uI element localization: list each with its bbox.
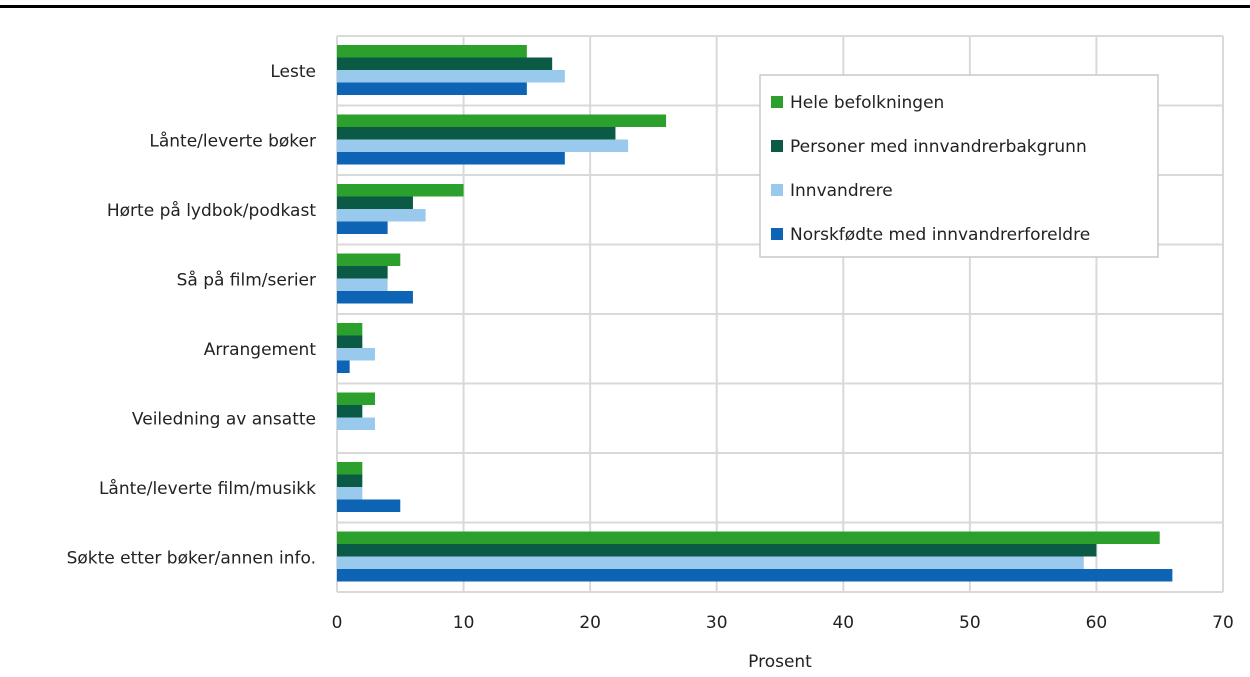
x-tick-label: 60 — [1086, 613, 1108, 633]
category-label: Leste — [270, 62, 316, 82]
x-tick-label: 30 — [706, 613, 728, 633]
bar — [337, 184, 464, 197]
bar — [337, 196, 413, 209]
bar — [337, 139, 629, 152]
legend-label: Personer med innvandrerbakgrunn — [790, 137, 1087, 157]
bar — [337, 57, 553, 70]
category-label: Søkte etter bøker/annen info. — [67, 548, 316, 568]
bar — [337, 417, 375, 430]
legend-swatch — [771, 96, 783, 108]
bar — [337, 474, 363, 487]
bar — [337, 360, 350, 373]
bar — [337, 544, 1097, 557]
bar — [337, 253, 401, 266]
legend-swatch — [771, 140, 783, 152]
bar — [337, 82, 527, 95]
bar — [337, 392, 375, 405]
x-tick-label: 70 — [1212, 613, 1234, 633]
bar — [337, 462, 363, 475]
bar — [337, 209, 426, 222]
legend-label: Hele befolkningen — [790, 93, 944, 113]
category-label: Lånte/leverte film/musikk — [99, 478, 316, 499]
bar — [337, 531, 1160, 544]
legend-swatch — [771, 184, 783, 196]
legend-swatch — [771, 228, 783, 240]
bar — [337, 487, 363, 500]
bar — [337, 569, 1173, 582]
bar — [337, 348, 375, 361]
category-label: Så på film/serier — [177, 269, 316, 290]
legend: Hele befolkningen Personer med innvandrer… — [759, 74, 1159, 258]
bar — [337, 114, 667, 127]
legend-label: Innvandrere — [790, 181, 893, 201]
bar — [337, 335, 363, 348]
x-tick-label: 0 — [332, 613, 343, 633]
bar — [337, 266, 388, 279]
category-label: Arrangement — [204, 340, 317, 360]
bar — [337, 278, 388, 291]
x-tick-label: 10 — [453, 613, 475, 633]
bar — [337, 127, 616, 140]
category-label: Hørte på lydbok/podkast — [107, 200, 316, 221]
top-rule — [0, 0, 1250, 8]
legend-box — [759, 74, 1159, 258]
bar — [337, 70, 565, 83]
bars — [337, 45, 1173, 582]
category-label: Veiledning av ansatte — [132, 409, 316, 429]
bar — [337, 221, 388, 234]
category-labels: Leste Lånte/leverte bøker Hørte på lydbok/… — [67, 62, 317, 569]
bar — [337, 556, 1084, 569]
x-tick-label: 20 — [579, 613, 601, 633]
bar — [337, 45, 527, 58]
bar — [337, 323, 363, 336]
bar — [337, 152, 565, 165]
legend-label: Norskfødte med innvandrerforeldre — [790, 225, 1090, 245]
bar — [337, 405, 363, 418]
bar — [337, 291, 413, 304]
x-tick-label: 50 — [959, 613, 981, 633]
category-label: Lånte/leverte bøker — [149, 130, 316, 151]
bar — [337, 499, 401, 512]
x-tick-label: 40 — [832, 613, 854, 633]
x-tick-labels: 0 10 20 30 40 50 60 70 — [332, 613, 1234, 633]
x-axis-title: Prosent — [748, 652, 812, 672]
